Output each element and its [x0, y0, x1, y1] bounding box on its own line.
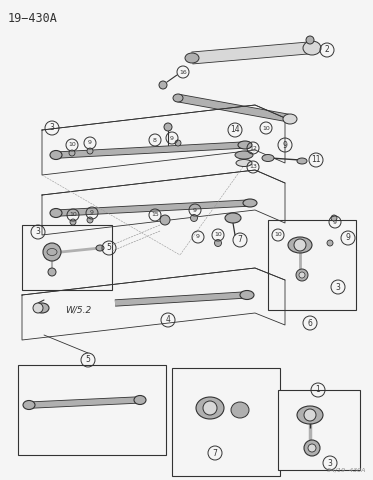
Circle shape — [304, 440, 320, 456]
Text: 4: 4 — [166, 315, 170, 324]
Text: W/5.2: W/5.2 — [65, 305, 91, 314]
Text: 3: 3 — [327, 458, 332, 468]
Ellipse shape — [240, 290, 254, 300]
Ellipse shape — [297, 406, 323, 424]
Text: 3: 3 — [35, 228, 40, 237]
Bar — [268, 220, 356, 310]
Circle shape — [294, 239, 306, 251]
Circle shape — [327, 240, 333, 246]
Text: 9: 9 — [88, 141, 92, 145]
Ellipse shape — [50, 208, 62, 217]
Ellipse shape — [23, 400, 35, 409]
Circle shape — [306, 36, 314, 44]
Ellipse shape — [283, 114, 297, 124]
Circle shape — [87, 148, 93, 154]
Ellipse shape — [243, 199, 257, 207]
Circle shape — [203, 401, 217, 415]
Bar — [278, 390, 360, 470]
Text: 3: 3 — [336, 283, 341, 291]
Text: 15: 15 — [151, 213, 159, 217]
Text: 3: 3 — [50, 123, 54, 132]
Text: 12: 12 — [249, 145, 257, 151]
Ellipse shape — [297, 158, 307, 164]
Text: 10: 10 — [68, 143, 76, 147]
Circle shape — [160, 215, 170, 225]
Ellipse shape — [173, 94, 183, 102]
Circle shape — [164, 123, 172, 131]
Circle shape — [159, 81, 167, 89]
Text: 13: 13 — [249, 165, 257, 169]
Ellipse shape — [262, 155, 274, 161]
Text: 9: 9 — [283, 141, 288, 149]
Text: 5: 5 — [107, 243, 112, 252]
Text: 9: 9 — [196, 235, 200, 240]
Text: 10: 10 — [214, 232, 222, 238]
Bar — [22, 225, 112, 290]
Ellipse shape — [303, 41, 321, 55]
Text: 9: 9 — [193, 207, 197, 213]
Circle shape — [296, 269, 308, 281]
Circle shape — [175, 140, 181, 146]
Text: 8: 8 — [153, 137, 157, 143]
Bar — [172, 368, 280, 476]
Ellipse shape — [35, 303, 49, 313]
Ellipse shape — [231, 402, 249, 418]
Text: 9: 9 — [345, 233, 351, 242]
Circle shape — [191, 215, 197, 221]
Ellipse shape — [185, 53, 199, 63]
Text: 9: 9 — [333, 219, 337, 225]
Text: 10: 10 — [274, 232, 282, 238]
Ellipse shape — [225, 213, 241, 223]
Circle shape — [33, 303, 43, 313]
Text: 19−430A: 19−430A — [8, 12, 58, 25]
Circle shape — [69, 150, 75, 156]
Circle shape — [308, 444, 316, 452]
Circle shape — [304, 409, 316, 421]
Ellipse shape — [236, 159, 252, 167]
Text: 11: 11 — [311, 156, 321, 165]
Text: 9: 9 — [90, 211, 94, 216]
Ellipse shape — [238, 141, 252, 149]
Ellipse shape — [288, 237, 312, 253]
Ellipse shape — [96, 245, 104, 251]
Ellipse shape — [50, 151, 62, 159]
Bar — [18, 365, 166, 455]
Circle shape — [43, 243, 61, 261]
Text: 2: 2 — [325, 46, 329, 55]
Text: 5: 5 — [85, 356, 90, 364]
Text: 7: 7 — [213, 448, 217, 457]
Text: 94/19  430A: 94/19 430A — [327, 468, 365, 473]
Circle shape — [299, 272, 305, 278]
Circle shape — [48, 268, 56, 276]
Text: 10: 10 — [262, 125, 270, 131]
Text: 14: 14 — [230, 125, 240, 134]
Ellipse shape — [134, 396, 146, 405]
Text: 9: 9 — [170, 135, 174, 141]
Ellipse shape — [196, 397, 224, 419]
Text: 10: 10 — [69, 213, 77, 217]
Circle shape — [70, 219, 76, 225]
Circle shape — [87, 217, 93, 223]
Circle shape — [214, 240, 222, 247]
Text: 1: 1 — [316, 385, 320, 395]
Text: 16: 16 — [179, 70, 187, 74]
Ellipse shape — [235, 151, 253, 159]
Text: 7: 7 — [238, 236, 242, 244]
Circle shape — [331, 215, 337, 221]
Text: 6: 6 — [308, 319, 313, 327]
